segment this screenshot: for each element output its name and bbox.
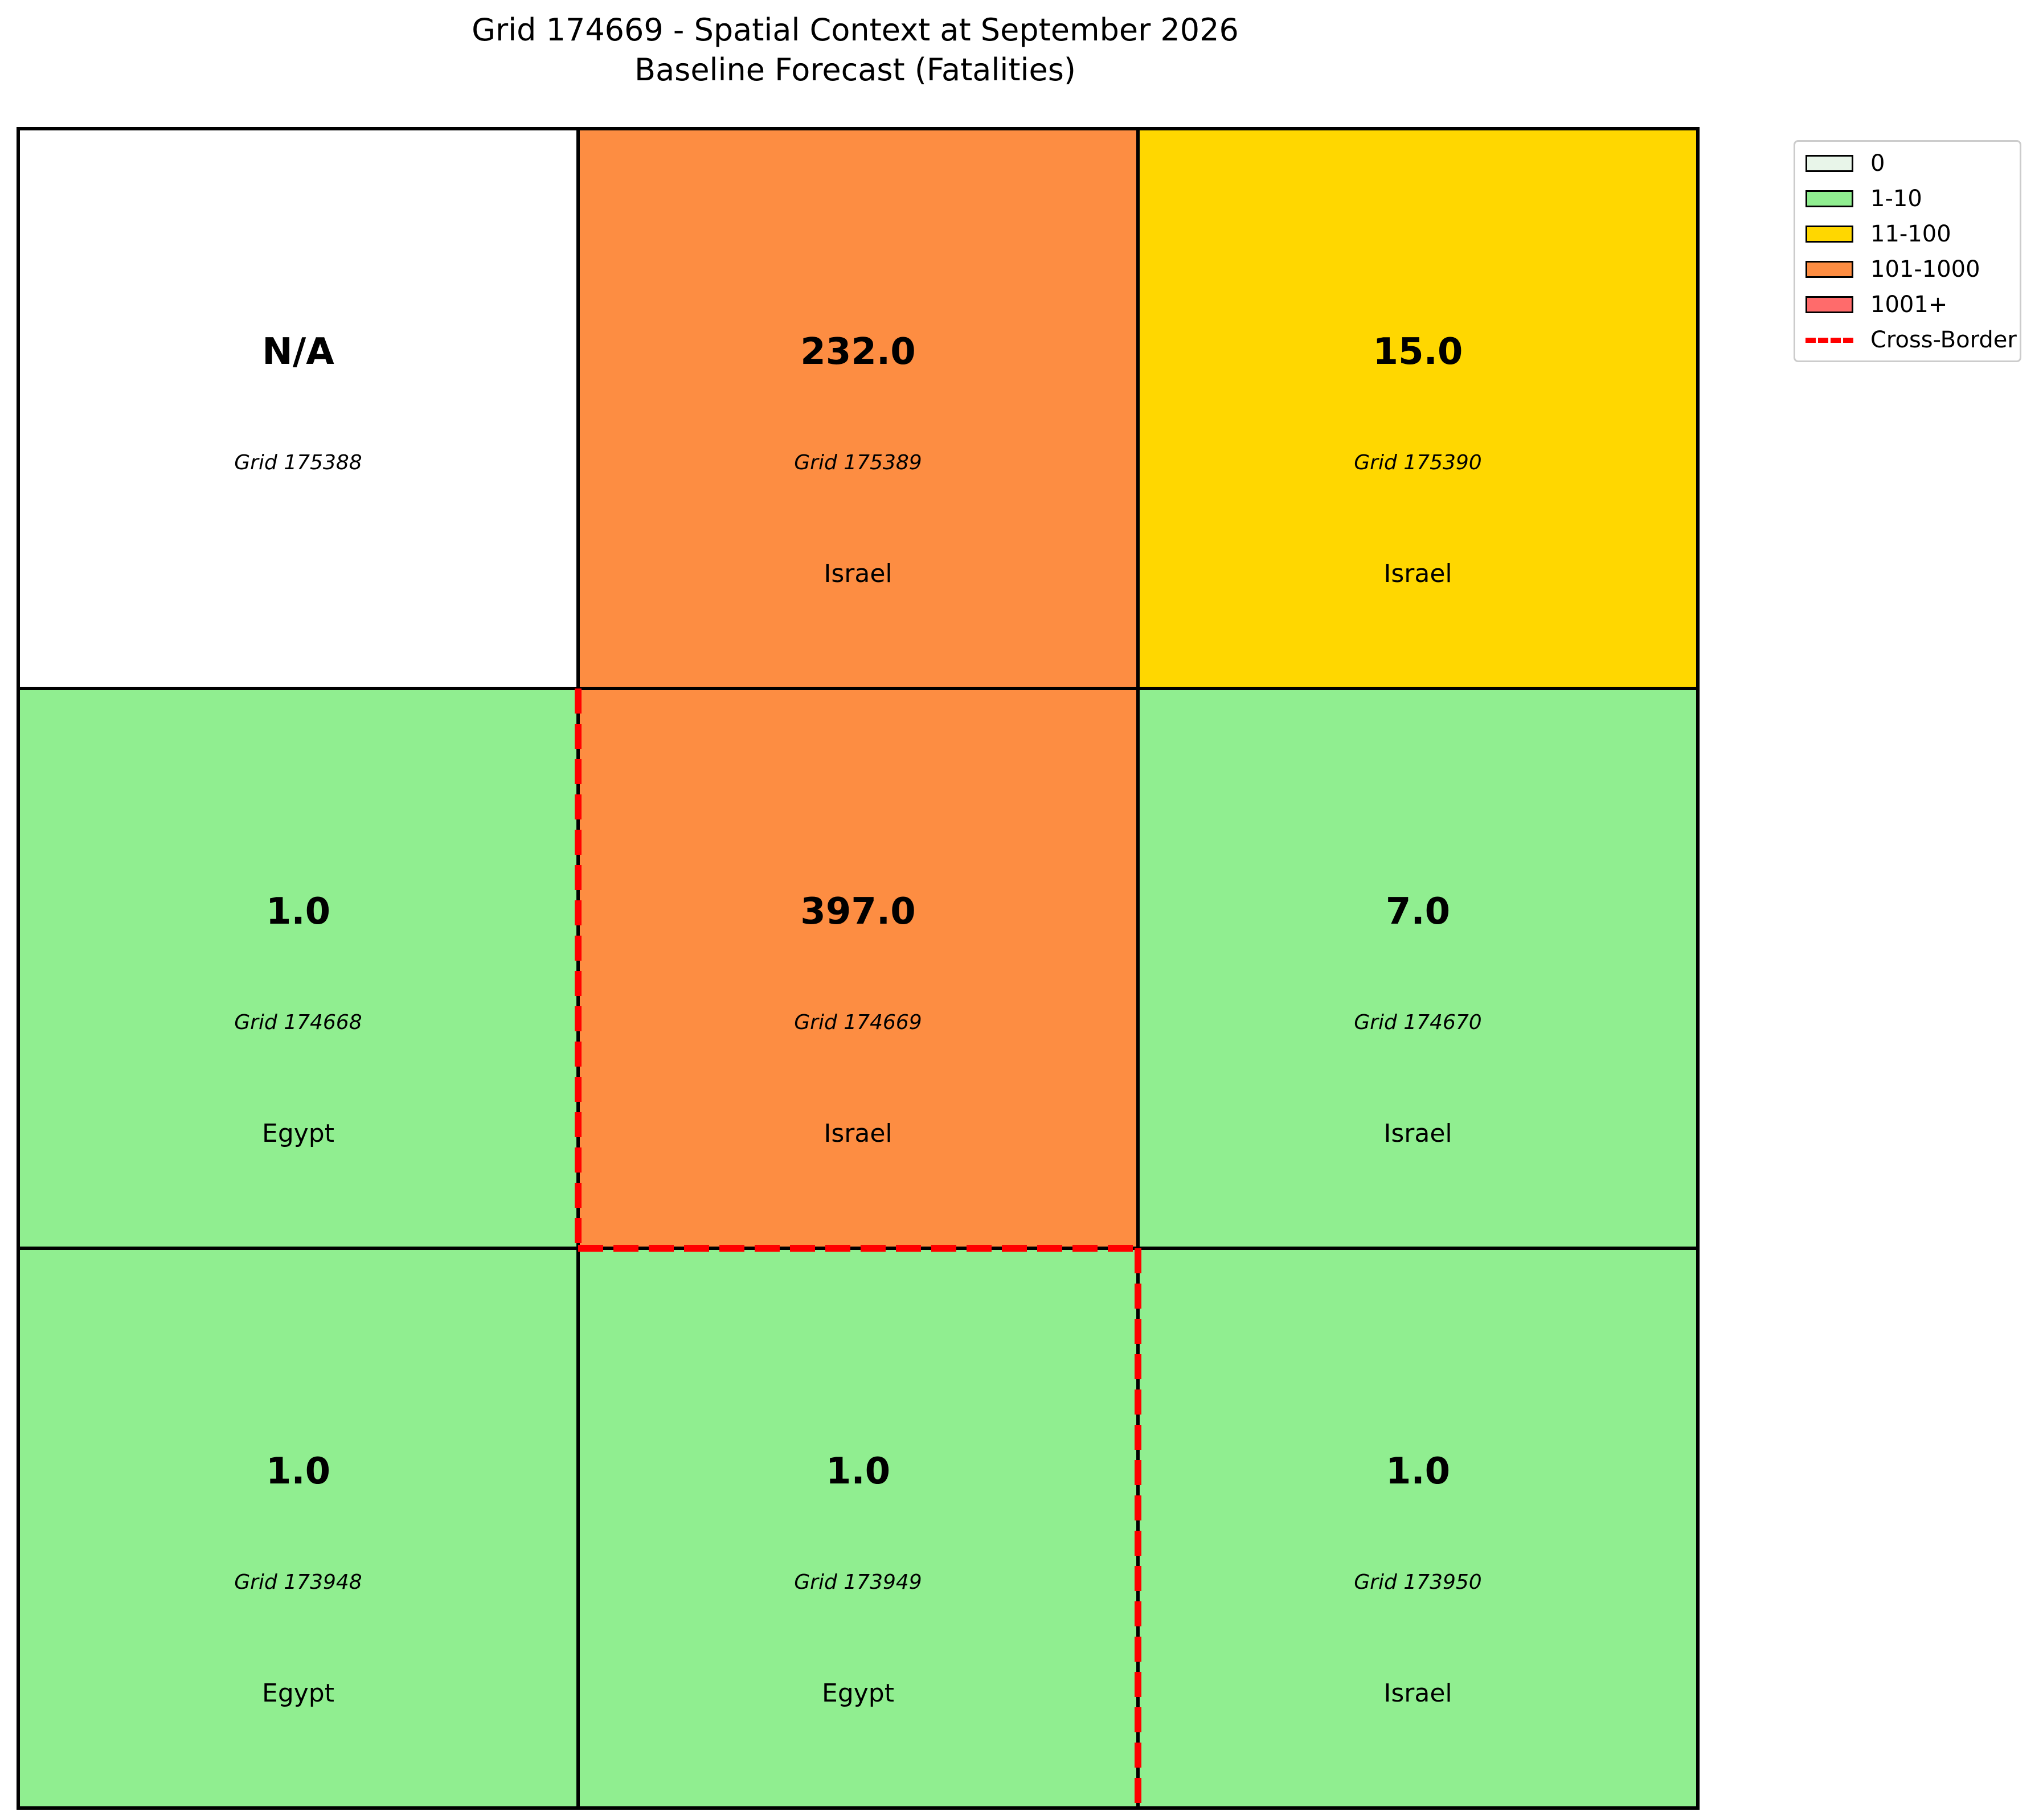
- grid-cell-rect: [576, 127, 1140, 690]
- cell-value: 397.0: [800, 891, 915, 933]
- legend-swatch: [1805, 190, 1853, 207]
- grid-cell-rect: [17, 127, 580, 690]
- cell-country: Israel: [1383, 559, 1452, 588]
- legend-item: 101-1000: [1805, 255, 1980, 284]
- cell-grid-id: Grid 174669: [794, 1011, 922, 1034]
- grid-cell: 232.0 Grid 175389 Israel: [576, 127, 1140, 690]
- grid-cell-rect: [17, 1247, 580, 1810]
- cell-country: Israel: [1383, 1119, 1452, 1148]
- cell-country: Egypt: [262, 1679, 334, 1708]
- cell-grid-id: Grid 175390: [1354, 451, 1481, 474]
- legend-item: 1-10: [1805, 184, 1922, 214]
- cell-value: 1.0: [1386, 1450, 1450, 1493]
- cell-value: N/A: [262, 331, 334, 373]
- legend-item: 0: [1805, 149, 1885, 178]
- cell-grid-id: Grid 173949: [794, 1571, 922, 1594]
- chart-subtitle: Baseline Forecast (Fatalities): [634, 52, 1076, 88]
- chart-title: Grid 174669 - Spatial Context at Septemb…: [472, 12, 1239, 48]
- legend-item: Cross-Border: [1805, 325, 2017, 355]
- legend: 0 1-10 11-100 101-1000 1001+ Cross-Border: [1794, 140, 2021, 362]
- legend-swatch: [1805, 155, 1853, 172]
- cell-grid-id: Grid 173950: [1354, 1571, 1481, 1594]
- cell-country: Israel: [824, 1119, 892, 1148]
- grid-cell-rect: [1136, 1247, 1700, 1810]
- grid-cell: 7.0 Grid 174670 Israel: [1136, 687, 1700, 1250]
- cell-value: 1.0: [266, 891, 330, 933]
- legend-item: 11-100: [1805, 219, 1951, 249]
- cell-grid-id: Grid 174668: [234, 1011, 362, 1034]
- grid-cell: 1.0 Grid 174668 Egypt: [17, 687, 580, 1250]
- legend-label: 101-1000: [1870, 256, 1980, 282]
- cell-grid-id: Grid 173948: [234, 1571, 362, 1594]
- grid-cell-rect: [1136, 127, 1700, 690]
- grid-cell-rect: [576, 687, 1140, 1250]
- chart-title-block: Grid 174669 - Spatial Context at Septemb…: [0, 10, 1710, 90]
- legend-label: 1-10: [1870, 186, 1922, 212]
- cell-grid-id: Grid 175388: [234, 451, 362, 474]
- grid-cell: 1.0 Grid 173950 Israel: [1136, 1247, 1700, 1810]
- legend-swatch: [1805, 261, 1853, 278]
- grid-cell-rect: [576, 1247, 1140, 1810]
- grid-cell: N/A Grid 175388: [17, 127, 580, 690]
- cell-value: 15.0: [1373, 331, 1463, 373]
- cell-value: 1.0: [266, 1450, 330, 1493]
- cell-value: 7.0: [1386, 891, 1450, 933]
- cell-country: Egypt: [262, 1119, 334, 1148]
- legend-swatch: [1805, 296, 1853, 313]
- grid-cell: 1.0 Grid 173949 Egypt: [576, 1247, 1140, 1810]
- grid-cell-rect: [1136, 687, 1700, 1250]
- grid-cell: 1.0 Grid 173948 Egypt: [17, 1247, 580, 1810]
- legend-swatch: [1805, 226, 1853, 243]
- grid-cell: 15.0 Grid 175390 Israel: [1136, 127, 1700, 690]
- cell-country: Israel: [824, 559, 892, 588]
- cell-country: Israel: [1383, 1679, 1452, 1708]
- cell-value: 1.0: [826, 1450, 890, 1493]
- legend-item: 1001+: [1805, 290, 1947, 319]
- grid-cell-rect: [17, 687, 580, 1250]
- cell-grid-id: Grid 174670: [1354, 1011, 1481, 1034]
- cell-country: Egypt: [822, 1679, 894, 1708]
- legend-label: 1001+: [1870, 292, 1948, 318]
- cell-value: 232.0: [800, 331, 915, 373]
- legend-line-swatch: [1805, 337, 1853, 343]
- legend-label: 11-100: [1870, 221, 1951, 247]
- legend-label: 0: [1870, 150, 1885, 177]
- legend-label: Cross-Border: [1870, 327, 2017, 353]
- cell-grid-id: Grid 175389: [794, 451, 922, 474]
- grid-cell: 397.0 Grid 174669 Israel: [576, 687, 1140, 1250]
